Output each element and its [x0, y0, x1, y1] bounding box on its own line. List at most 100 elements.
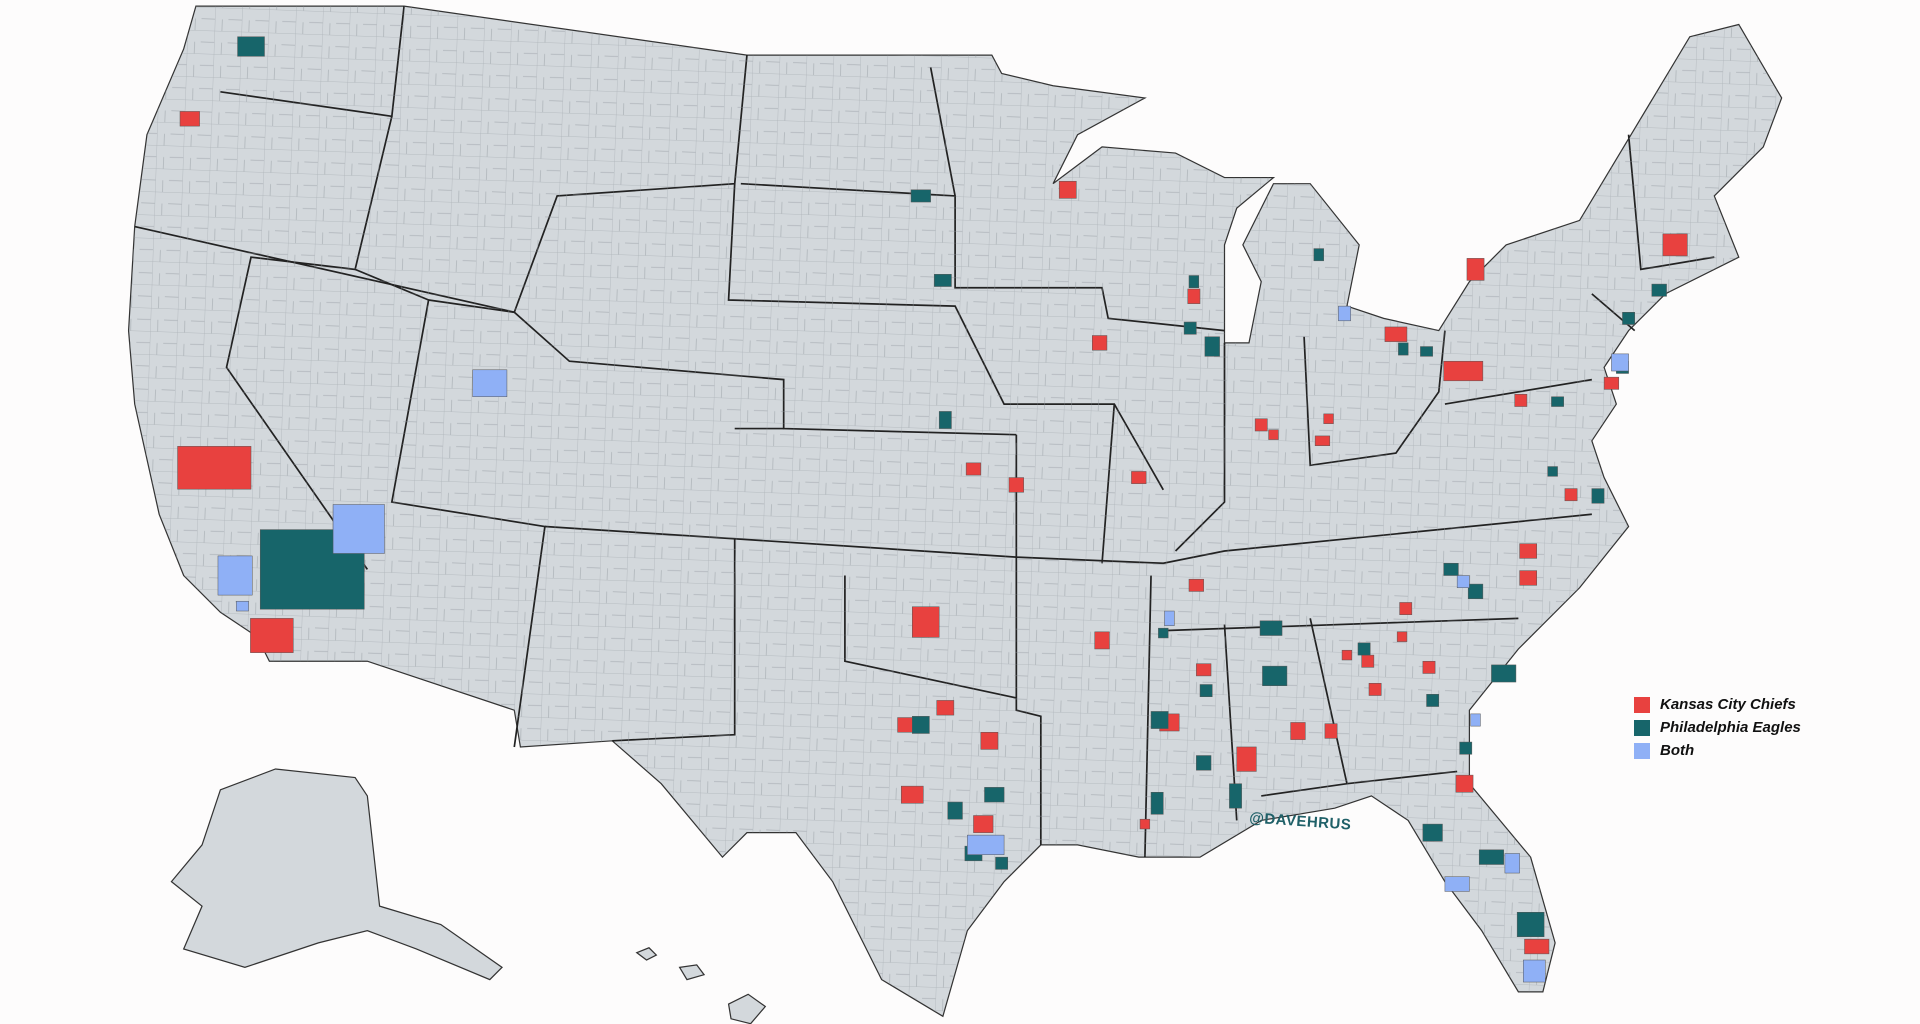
county — [1058, 180, 1077, 199]
county — [1519, 543, 1537, 559]
county — [1399, 602, 1413, 615]
legend-swatch — [1634, 720, 1650, 736]
county — [1187, 288, 1201, 304]
county — [1420, 346, 1433, 357]
county — [237, 36, 265, 57]
county — [1516, 912, 1545, 937]
county — [1131, 471, 1147, 484]
county — [1092, 335, 1108, 351]
county — [1551, 396, 1564, 407]
county — [1426, 694, 1440, 707]
county — [1443, 360, 1484, 382]
legend-swatch — [1634, 743, 1650, 759]
county — [1422, 823, 1443, 842]
county — [1396, 631, 1408, 642]
land — [127, 5, 1783, 1024]
legend-label: Both — [1660, 742, 1694, 759]
county — [1229, 783, 1242, 809]
county — [1188, 578, 1204, 592]
county — [1547, 466, 1558, 477]
county — [1444, 876, 1470, 892]
county — [1196, 755, 1212, 771]
county — [1158, 627, 1169, 639]
county — [1662, 233, 1688, 257]
county — [1368, 683, 1382, 696]
county — [1323, 413, 1334, 424]
county — [1341, 649, 1353, 661]
county — [217, 555, 253, 596]
county — [1523, 959, 1546, 983]
county — [1236, 746, 1257, 772]
county — [1268, 429, 1279, 440]
county — [1290, 722, 1306, 740]
legend-swatch — [1634, 697, 1650, 713]
county — [1519, 570, 1537, 586]
county — [1008, 477, 1024, 493]
county — [1611, 353, 1629, 372]
hawaii — [635, 947, 767, 1024]
county — [1459, 741, 1473, 755]
county — [1591, 488, 1605, 504]
legend-label: Kansas City Chiefs — [1660, 696, 1796, 713]
credit: @DAVEHRUS — [1249, 809, 1352, 833]
county — [1150, 711, 1169, 729]
highlighted-counties — [177, 36, 1688, 983]
county — [1164, 610, 1175, 626]
county — [1361, 654, 1375, 668]
county — [995, 856, 1009, 870]
county — [1384, 326, 1408, 342]
county — [1196, 663, 1212, 677]
county — [1491, 664, 1517, 683]
county — [1094, 631, 1110, 650]
legend: Kansas City Chiefs Philadelphia Eagles Bot… — [1634, 696, 1801, 759]
county — [1504, 853, 1520, 874]
county — [1524, 938, 1550, 955]
county — [177, 446, 252, 490]
county — [980, 732, 999, 750]
county — [1466, 258, 1485, 281]
county — [1651, 283, 1667, 297]
county — [1456, 575, 1470, 589]
county — [1188, 275, 1200, 289]
county — [934, 274, 952, 287]
county — [1199, 684, 1213, 697]
county — [179, 111, 200, 127]
county — [1204, 336, 1220, 357]
county — [967, 834, 1005, 855]
county — [1338, 305, 1351, 322]
county — [1259, 620, 1283, 636]
county — [332, 504, 385, 554]
county — [1467, 583, 1484, 600]
county — [1254, 418, 1268, 432]
county — [1514, 394, 1528, 407]
alaska — [170, 768, 503, 981]
county — [250, 618, 294, 653]
county — [1443, 563, 1459, 576]
county — [938, 411, 952, 429]
county — [900, 785, 924, 804]
county — [912, 716, 930, 734]
county — [1470, 713, 1481, 727]
county — [1262, 665, 1288, 686]
county — [472, 369, 508, 397]
county — [912, 606, 940, 638]
county — [1603, 376, 1620, 390]
county — [1324, 723, 1338, 739]
county — [1622, 312, 1635, 325]
county — [1478, 849, 1504, 865]
county — [984, 787, 1005, 803]
county — [1183, 321, 1197, 335]
legend-label: Philadelphia Eagles — [1660, 719, 1801, 736]
county — [1398, 342, 1409, 356]
county — [973, 815, 994, 833]
county — [1150, 792, 1164, 815]
county — [1564, 488, 1578, 502]
county — [947, 801, 963, 820]
county — [1455, 774, 1474, 793]
county — [1357, 642, 1371, 656]
county — [1314, 435, 1331, 446]
county — [936, 700, 955, 716]
county — [1422, 660, 1436, 674]
